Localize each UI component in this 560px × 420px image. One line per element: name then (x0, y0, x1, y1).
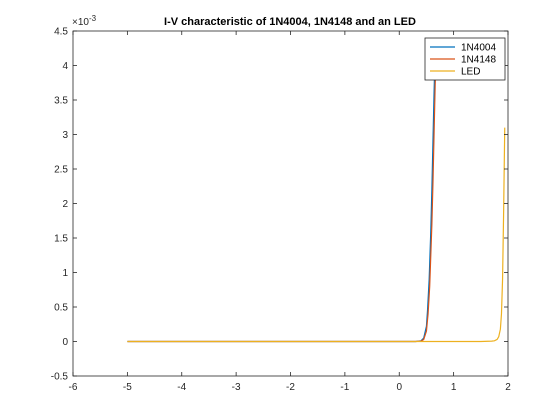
y-tick-label: 1 (62, 268, 68, 279)
chart-title: I-V characteristic of 1N4004, 1N4148 and… (164, 16, 416, 28)
x-tick-label: -2 (286, 382, 295, 393)
y-tick-label: 0 (62, 337, 68, 348)
y-tick-label: 2.5 (54, 165, 68, 176)
y-tick-label: 3 (62, 130, 68, 141)
y-tick-label: 0.5 (54, 303, 68, 314)
y-exponent-label: ×10-3 (72, 14, 97, 28)
y-tick-label: 3.5 (54, 96, 68, 107)
y-tick-label: 4.5 (54, 27, 68, 38)
legend-label: 1N4148 (461, 55, 496, 66)
plot-background (73, 31, 508, 376)
legend-label: LED (461, 67, 480, 78)
y-tick-label: 4 (62, 61, 68, 72)
x-tick-label: 2 (505, 382, 511, 393)
x-tick-label: -3 (232, 382, 241, 393)
y-exponent-prefix: ×10 (72, 17, 89, 28)
y-tick-label: 2 (62, 199, 68, 210)
plot-frame (72, 30, 509, 377)
x-tick-label: -4 (177, 382, 186, 393)
x-tick-label: -5 (123, 382, 132, 393)
svg-text:×10-3: ×10-3 (72, 14, 97, 28)
x-tick-label: 1 (451, 382, 457, 393)
x-tick-label: -6 (69, 382, 78, 393)
legend-label: 1N4004 (461, 43, 496, 54)
y-tick-label: 1.5 (54, 234, 68, 245)
x-tick-label: -1 (340, 382, 349, 393)
series-layer (127, 51, 506, 343)
y-tick-label: -0.5 (51, 372, 69, 383)
x-tick-label: 0 (396, 382, 402, 393)
series-line-led (127, 127, 506, 343)
y-exponent-power: -3 (89, 14, 97, 23)
